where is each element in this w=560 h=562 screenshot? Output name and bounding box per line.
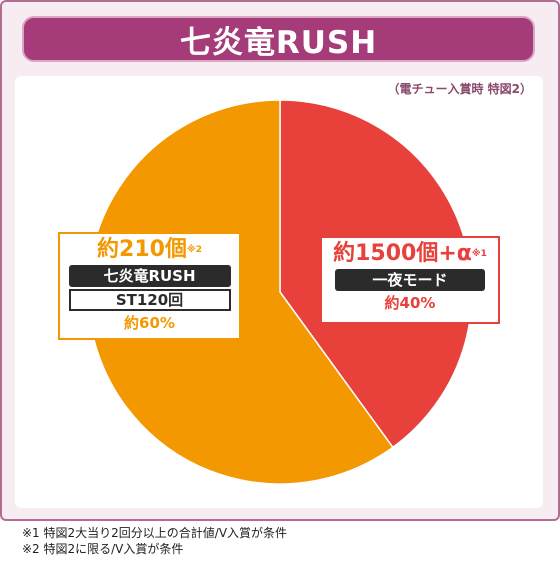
slice-percent-ichiya: 約40% [384, 294, 436, 312]
chart-title: 七炎竜RUSH [22, 16, 535, 62]
footnote-1: ※1 特図2大当り2回分以上の合計値/V入賞が条件 [22, 526, 288, 540]
slice-percent-rush: 約60% [124, 314, 175, 332]
slice-label-box-ichiya: 約1500個+α※1 一夜モード 約40% [320, 236, 500, 324]
slice-label-box-rush: 約210個※2 七炎竜RUSH ST120回 約60% [58, 232, 241, 340]
slice-value-label-rush: 約210個※2 [97, 237, 202, 262]
footnotes: ※1 特図2大当り2回分以上の合計値/V入賞が条件 ※2 特図2に限る/V入賞が… [22, 525, 287, 557]
chart-subtitle: （電チュー入賞時 特図2） [387, 82, 532, 96]
slice-value-label-ichiya: 約1500個+α※1 [333, 241, 487, 266]
slice-mode-tag-ichiya: 一夜モード [335, 269, 485, 291]
slice-mode-tag-rush: 七炎竜RUSH [68, 265, 231, 287]
slice-st-tag: ST120回 [68, 289, 231, 311]
footnote-2: ※2 特図2に限る/V入賞が条件 [22, 542, 184, 556]
